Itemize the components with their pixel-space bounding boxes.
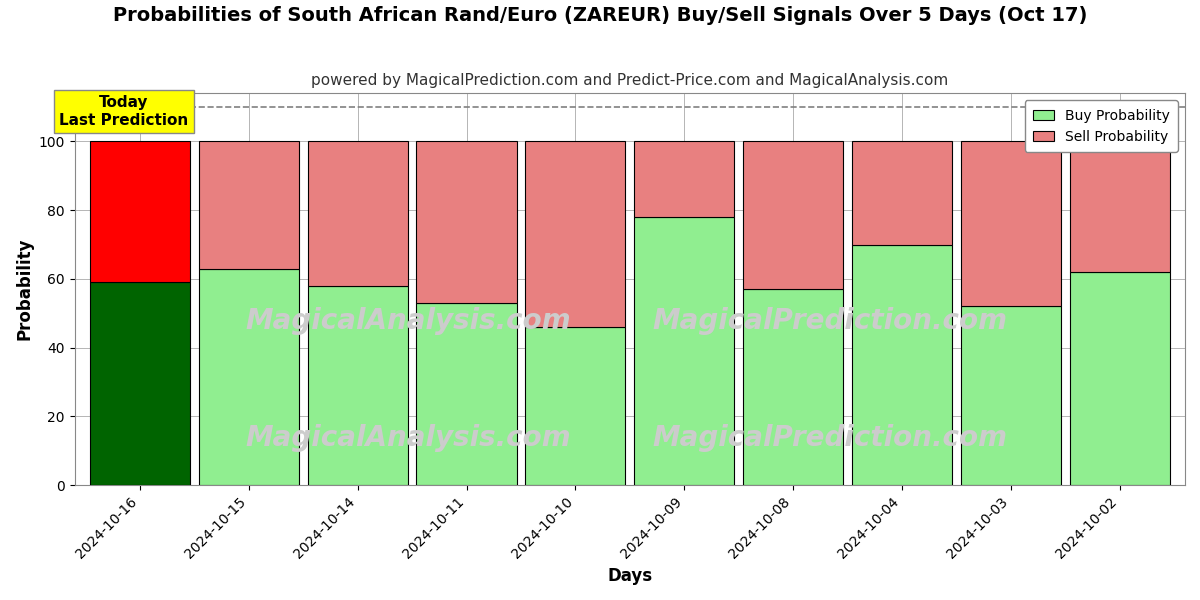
Legend: Buy Probability, Sell Probability: Buy Probability, Sell Probability <box>1025 100 1178 152</box>
Bar <box>416 303 517 485</box>
Bar <box>634 217 734 485</box>
Text: MagicalPrediction.com: MagicalPrediction.com <box>652 424 1007 452</box>
Text: Probabilities of South African Rand/Euro (ZAREUR) Buy/Sell Signals Over 5 Days (: Probabilities of South African Rand/Euro… <box>113 6 1087 25</box>
Y-axis label: Probability: Probability <box>16 238 34 340</box>
Bar <box>199 142 299 269</box>
Bar <box>743 289 844 485</box>
Bar <box>852 142 952 245</box>
Bar <box>199 269 299 485</box>
X-axis label: Days: Days <box>607 567 653 585</box>
Text: MagicalAnalysis.com: MagicalAnalysis.com <box>245 307 570 335</box>
Bar <box>961 307 1061 485</box>
Bar <box>307 286 408 485</box>
Bar <box>416 142 517 303</box>
Bar <box>1069 142 1170 272</box>
Bar <box>307 142 408 286</box>
Text: MagicalPrediction.com: MagicalPrediction.com <box>652 307 1007 335</box>
Bar <box>526 142 625 327</box>
Bar <box>743 142 844 289</box>
Title: powered by MagicalPrediction.com and Predict-Price.com and MagicalAnalysis.com: powered by MagicalPrediction.com and Pre… <box>311 73 948 88</box>
Bar <box>961 142 1061 307</box>
Bar <box>526 327 625 485</box>
Text: Today
Last Prediction: Today Last Prediction <box>59 95 188 128</box>
Bar <box>90 283 190 485</box>
Bar <box>634 142 734 217</box>
Text: MagicalAnalysis.com: MagicalAnalysis.com <box>245 424 570 452</box>
Bar <box>852 245 952 485</box>
Bar <box>1069 272 1170 485</box>
Bar <box>90 142 190 283</box>
